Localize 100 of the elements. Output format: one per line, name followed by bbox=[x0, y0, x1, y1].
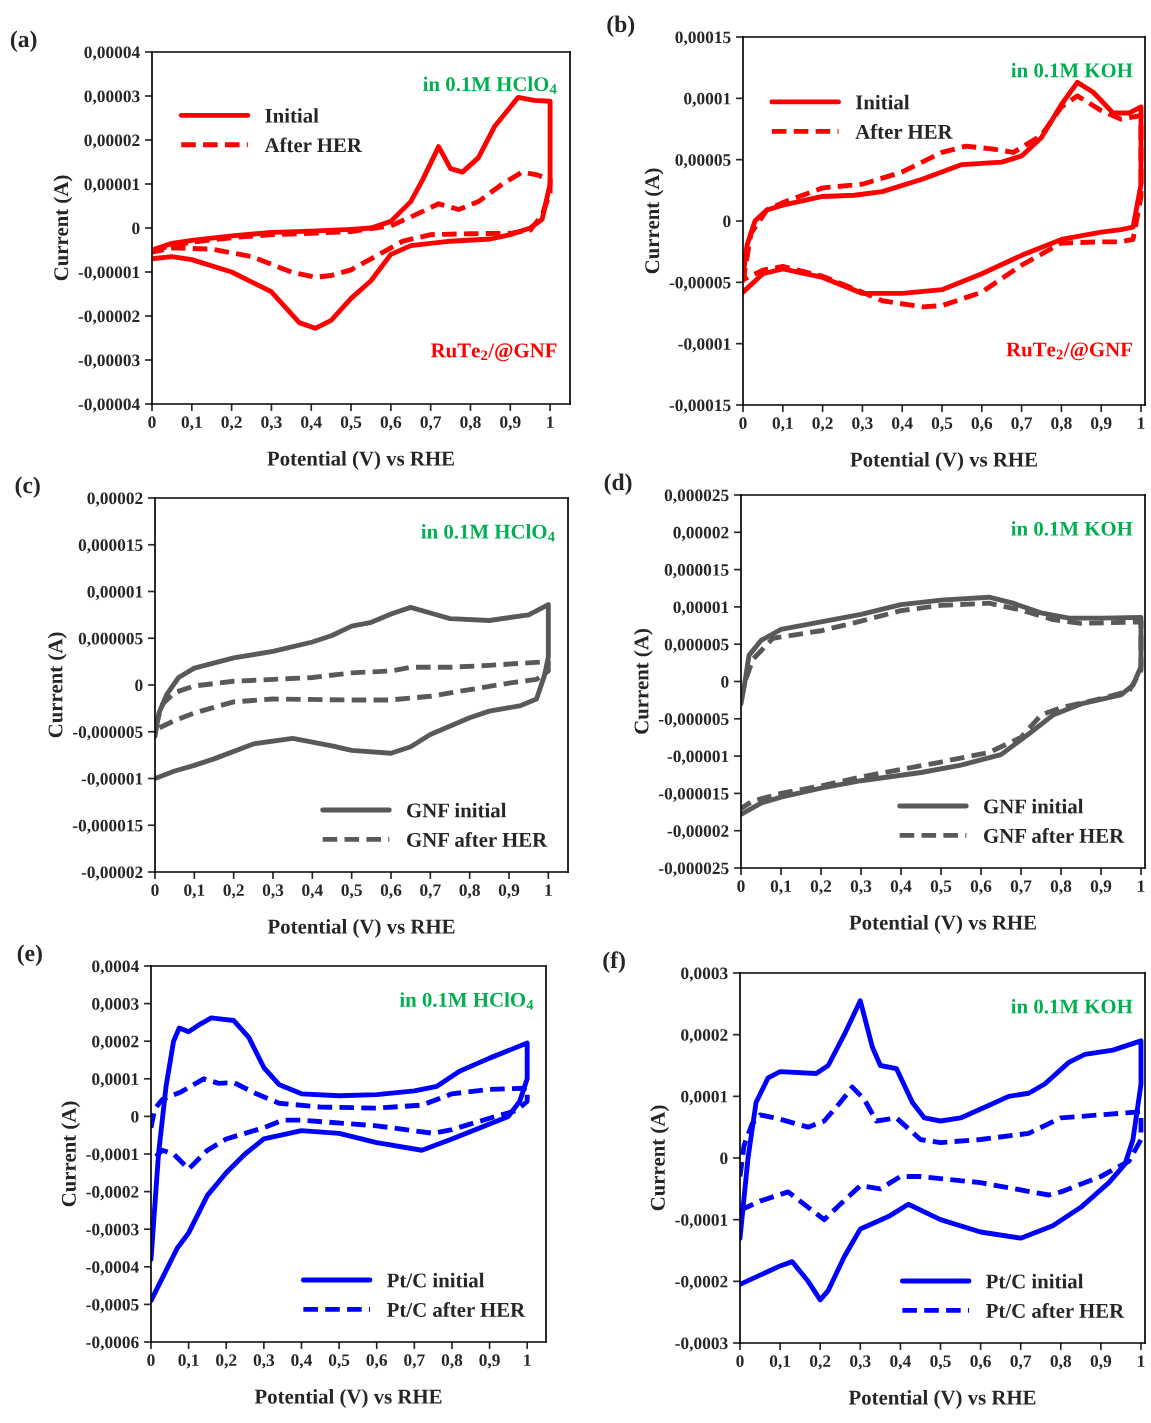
x-tick-label: 0,6 bbox=[970, 1355, 991, 1370]
x-axis-title: Potential (V) vs RHE bbox=[850, 451, 1037, 471]
x-tick-label: 1 bbox=[1138, 417, 1145, 429]
y-axis-title: Current (A) bbox=[47, 632, 67, 738]
line-series bbox=[740, 998, 1144, 1303]
x-tick-label: 0,5 bbox=[931, 417, 953, 432]
y-tick-label: 0 bbox=[723, 215, 731, 228]
x-tick-label: 0,9 bbox=[1090, 880, 1112, 895]
x-tick-label: 0,4 bbox=[890, 1355, 911, 1370]
x-tick-label: 0,4 bbox=[291, 1354, 312, 1369]
y-tick-label: 0,000015 bbox=[78, 539, 143, 554]
x-axis-title: Potential (V) vs RHE bbox=[848, 1389, 1036, 1409]
y-tick-label: -0,000005 bbox=[658, 713, 729, 728]
y-tick-label: 0,0001 bbox=[681, 1090, 728, 1106]
y-tick-label: -0,00005 bbox=[669, 276, 731, 292]
x-tick-label: 1 bbox=[1138, 1355, 1145, 1367]
y-tick-label: 0,00005 bbox=[675, 154, 731, 169]
y-tick-label: 0,00003 bbox=[84, 90, 140, 105]
x-tick-label: 0,7 bbox=[404, 1354, 425, 1369]
x-tick-label: 0,1 bbox=[769, 1355, 791, 1370]
x-tick-label: 0,2 bbox=[810, 880, 832, 895]
x-tick-label: 0,3 bbox=[261, 416, 282, 431]
y-tick-label: 0 bbox=[720, 1152, 728, 1165]
y-tick-label: -0,00001 bbox=[78, 266, 140, 281]
x-tick-label: 0,6 bbox=[970, 880, 992, 895]
x-tick-label: 0 bbox=[147, 1354, 155, 1367]
x-tick-label: 0,7 bbox=[420, 416, 442, 431]
y-tick-label: -0,000005 bbox=[72, 726, 143, 741]
y-axis-title: Current (A) bbox=[61, 1101, 81, 1207]
x-tick-label: 0,7 bbox=[1010, 1355, 1032, 1370]
y-tick-label: -0,000015 bbox=[658, 787, 729, 803]
legend-label: GNF initial bbox=[984, 798, 1084, 814]
y-axis-title: Current (A) bbox=[650, 1105, 670, 1211]
y-tick-label: 0,0002 bbox=[92, 1035, 139, 1050]
x-tick-label: 0,8 bbox=[460, 416, 481, 431]
x-tick-label: 0 bbox=[148, 416, 156, 429]
x-tick-label: 0 bbox=[737, 880, 745, 893]
legend-label: Pt/C initial bbox=[387, 1272, 485, 1288]
x-tick-label: 0,5 bbox=[930, 880, 952, 895]
y-tick-label: -0,0006 bbox=[86, 1336, 139, 1351]
x-tick-label: 0,4 bbox=[302, 884, 323, 899]
x-tick-label: 0,2 bbox=[221, 416, 242, 431]
y-tick-label: 0,00015 bbox=[675, 31, 731, 46]
annotation: RuTe$_{2}$/@GNF bbox=[430, 343, 557, 362]
x-axis-title: Potential (V) vs RHE bbox=[849, 914, 1036, 934]
y-tick-label: 0,000015 bbox=[664, 564, 729, 579]
y-tick-label: -0,0002 bbox=[86, 1186, 139, 1201]
y-axis-title: Current (A) bbox=[53, 175, 73, 281]
y-tick-label: 0,000005 bbox=[664, 638, 729, 653]
y-tick-label: 0,0003 bbox=[681, 967, 728, 982]
y-tick-label: -0,00004 bbox=[78, 398, 140, 413]
y-tick-label: -0,0001 bbox=[675, 1214, 728, 1229]
x-tick-label: 0,9 bbox=[1090, 1355, 1112, 1370]
x-tick-label: 0,9 bbox=[479, 1354, 500, 1369]
x-tick-label: 0,1 bbox=[181, 416, 202, 431]
x-tick-label: 0,5 bbox=[340, 416, 362, 431]
x-tick-label: 0 bbox=[739, 417, 747, 430]
x-tick-label: 0,9 bbox=[1091, 417, 1112, 432]
y-tick-label: -0,00002 bbox=[78, 310, 140, 325]
annotation: in 0.1M KOH bbox=[1011, 521, 1133, 536]
y-tick-label: -0,0004 bbox=[86, 1261, 139, 1276]
x-tick-label: 0,6 bbox=[366, 1354, 388, 1369]
x-tick-label: 0,4 bbox=[890, 880, 912, 895]
x-tick-label: 0,2 bbox=[216, 1354, 237, 1369]
legend-label: GNF after HER bbox=[407, 832, 548, 847]
chart-title: (f) bbox=[603, 951, 625, 973]
x-tick-label: 0,8 bbox=[1051, 417, 1072, 432]
legend-label: Pt/C after HER bbox=[387, 1302, 526, 1317]
y-tick-label: -0,0002 bbox=[675, 1275, 728, 1291]
y-tick-label: -0,00002 bbox=[81, 866, 143, 881]
y-tick-label: 0,00001 bbox=[84, 178, 140, 193]
x-tick-label: 0,6 bbox=[380, 884, 402, 899]
y-tick-label: 0 bbox=[131, 1110, 139, 1123]
y-tick-label: -0,0003 bbox=[675, 1337, 728, 1352]
y-tick-label: 0,000005 bbox=[78, 632, 143, 647]
x-tick-label: 0,2 bbox=[810, 1355, 831, 1370]
y-tick-label: 0,0001 bbox=[684, 92, 731, 108]
x-tick-label: 0,7 bbox=[1010, 880, 1032, 895]
annotation: in 0.1M HClO$_{4}$ bbox=[399, 992, 534, 1010]
legend-label: GNF initial bbox=[407, 802, 507, 818]
y-tick-label: 0,0004 bbox=[92, 960, 139, 975]
x-tick-label: 0,8 bbox=[441, 1354, 463, 1369]
x-tick-label: 0 bbox=[736, 1355, 744, 1368]
legend-label: Pt/C after HER bbox=[986, 1303, 1125, 1318]
x-tick-label: 0,2 bbox=[223, 884, 244, 899]
y-tick-label: -0,0001 bbox=[678, 338, 731, 353]
y-tick-label: -0,00001 bbox=[81, 772, 143, 788]
x-tick-label: 0,4 bbox=[301, 416, 322, 431]
y-tick-label: 0,0003 bbox=[92, 998, 139, 1013]
y-tick-label: -0,0001 bbox=[86, 1148, 139, 1163]
x-tick-label: 1 bbox=[547, 416, 554, 428]
x-axis-title: Potential (V) vs RHE bbox=[267, 450, 454, 470]
annotation: RuTe$_{2}$/@GNF bbox=[1006, 342, 1132, 361]
x-tick-label: 0,4 bbox=[892, 417, 913, 432]
x-tick-label: 0,8 bbox=[1050, 880, 1072, 895]
line-series bbox=[151, 1015, 530, 1304]
y-axis-title: Current (A) bbox=[644, 168, 664, 274]
y-tick-label: 0,00001 bbox=[87, 585, 143, 601]
annotation: in 0.1M KOH bbox=[1011, 62, 1133, 78]
chart-title: (a) bbox=[10, 30, 37, 52]
